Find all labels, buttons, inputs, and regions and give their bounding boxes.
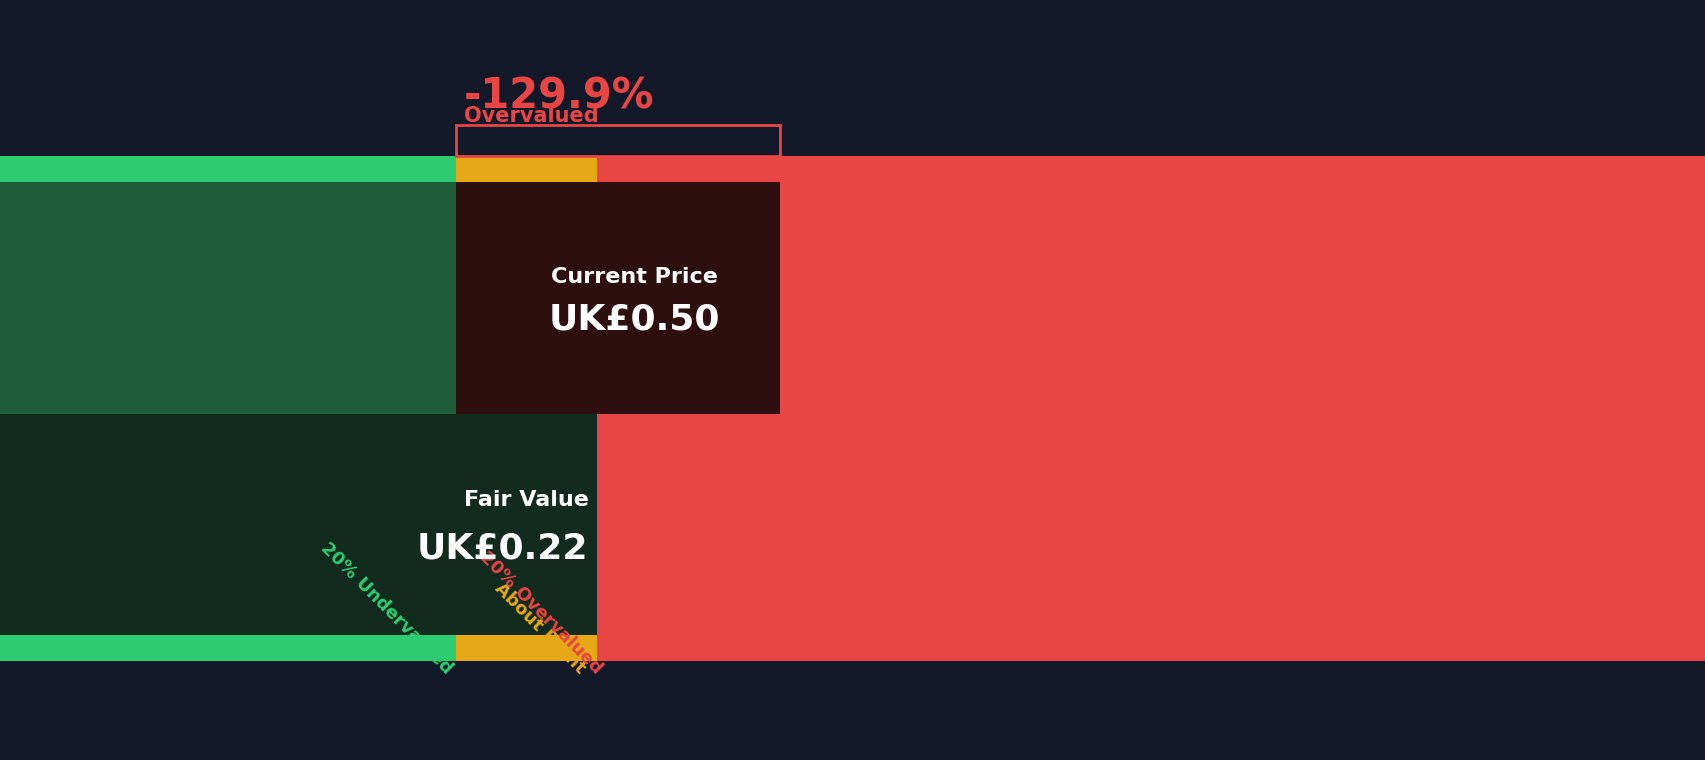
Bar [0, 156, 455, 182]
Text: Fair Value: Fair Value [464, 490, 588, 510]
Bar [0, 635, 455, 661]
Bar [455, 414, 597, 635]
Bar [597, 635, 1705, 661]
Text: About Right: About Right [491, 580, 588, 678]
Text: Overvalued: Overvalued [464, 106, 598, 126]
Text: 20% Undervalued: 20% Undervalued [317, 539, 455, 678]
Bar [0, 182, 455, 414]
Bar [0, 414, 597, 635]
Text: -129.9%: -129.9% [464, 76, 655, 118]
Bar [455, 156, 597, 182]
Text: Current Price: Current Price [551, 267, 718, 287]
Bar [597, 156, 1705, 182]
Bar [455, 125, 779, 156]
Bar [597, 414, 1705, 635]
Bar [455, 635, 597, 661]
Bar [455, 182, 779, 414]
Text: UK£0.22: UK£0.22 [416, 532, 588, 565]
Text: UK£0.50: UK£0.50 [549, 302, 720, 337]
Bar [597, 182, 1705, 414]
Bar [455, 182, 597, 414]
Bar [0, 414, 455, 635]
Text: 20% Overvalued: 20% Overvalued [476, 548, 605, 678]
